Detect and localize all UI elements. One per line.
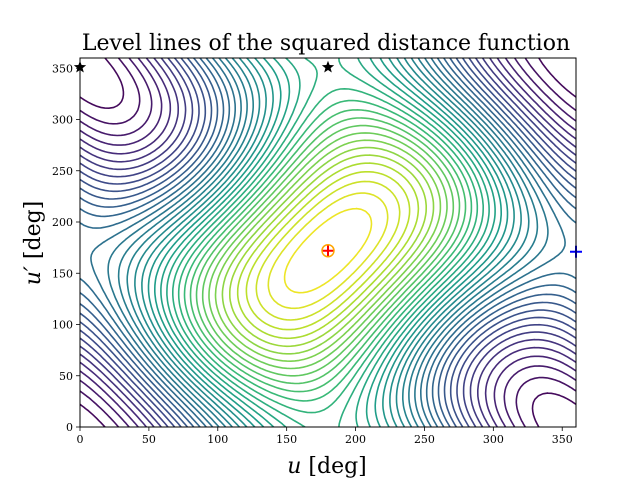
- x-axis-label-variable: u: [287, 454, 301, 479]
- x-tick-label: 100: [207, 433, 228, 446]
- contour-level: [80, 58, 576, 427]
- contour-level: [177, 88, 479, 414]
- contour-level: [117, 58, 539, 427]
- x-tick-label: 350: [552, 433, 573, 446]
- y-tick-label: 50: [59, 370, 73, 383]
- contour-level: [283, 207, 373, 294]
- x-tick-label: 0: [77, 433, 84, 446]
- contour-level: [107, 58, 549, 427]
- minimum-red-plus: [322, 244, 334, 257]
- contour-level: [147, 58, 509, 427]
- contour-level: [80, 58, 576, 427]
- contour-level: [255, 180, 401, 321]
- contour-level: [80, 58, 576, 427]
- contour-level: [90, 58, 566, 427]
- contour-level: [267, 192, 389, 310]
- contour-level: [80, 58, 576, 427]
- y-axis: 0 50 100 150 200 250 300 350: [52, 62, 80, 434]
- contour-level: [126, 58, 530, 427]
- contour-level: [172, 58, 484, 427]
- contour-level: [160, 58, 496, 427]
- contour-level: [80, 58, 576, 427]
- minimum-orange-circle: [321, 243, 335, 258]
- contour-level: [80, 58, 576, 427]
- contour-level: [245, 171, 411, 331]
- contour-level: [229, 154, 427, 348]
- y-axis-label-variable: u′: [21, 266, 46, 285]
- contour-level: [166, 58, 490, 427]
- contour-level: [154, 58, 502, 427]
- contour-level: [236, 162, 420, 340]
- contour-level: [195, 117, 461, 385]
- chart-title: Level lines of the squared distance func…: [82, 31, 570, 56]
- y-tick-label: 100: [52, 319, 73, 332]
- x-axis-label-unit: [deg]: [301, 454, 366, 479]
- contour-level: [80, 58, 576, 427]
- y-tick-label: 200: [52, 216, 73, 229]
- x-axis: 0 50 100 150 200 250 300 350: [77, 427, 573, 446]
- y-tick-label: 150: [52, 267, 73, 280]
- y-tick-label: 350: [52, 62, 73, 75]
- star-top-center: [321, 60, 335, 73]
- y-tick-label: 250: [52, 165, 73, 178]
- contour-level: [221, 146, 435, 355]
- contour-lines: [80, 58, 576, 427]
- x-tick-label: 150: [276, 433, 297, 446]
- contour-level: [134, 58, 522, 427]
- x-axis-label: u [deg]: [287, 454, 367, 479]
- y-axis-label: u′ [deg]: [21, 201, 46, 286]
- contour-level: [80, 58, 576, 427]
- y-axis-label-unit: [deg]: [21, 201, 46, 266]
- contour-level: [80, 58, 576, 427]
- plot-frame: [79, 57, 577, 428]
- contour-level: [80, 58, 576, 427]
- contour-level: [141, 58, 515, 427]
- y-tick-label: 0: [66, 421, 73, 434]
- contour-level: [80, 58, 576, 427]
- contour-level: [80, 58, 576, 427]
- contour-level: [208, 132, 448, 370]
- contour-level: [201, 124, 455, 377]
- contour-level: [183, 99, 473, 402]
- x-tick-label: 50: [142, 433, 156, 446]
- x-tick-label: 200: [345, 433, 366, 446]
- x-tick-label: 300: [483, 433, 504, 446]
- x-tick-label: 250: [414, 433, 435, 446]
- y-tick-label: 300: [52, 114, 73, 127]
- contour-level: [214, 139, 442, 362]
- contour-level: [189, 109, 467, 393]
- contour-level: [80, 58, 576, 427]
- contour-level: [80, 58, 576, 427]
